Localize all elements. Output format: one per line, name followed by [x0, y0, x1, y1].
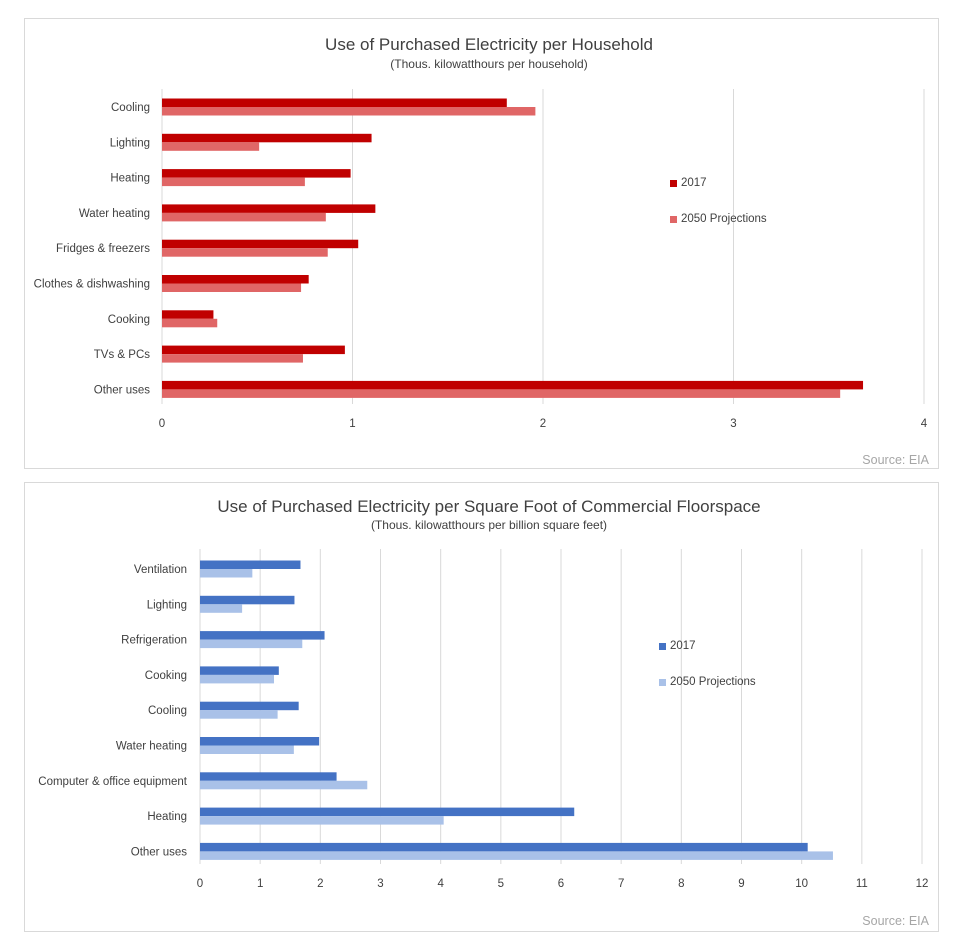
- bar-2017-ventilation: [200, 560, 301, 569]
- x-tick-label-4: 4: [437, 878, 444, 890]
- legend-label-2017: 2017: [670, 640, 696, 652]
- commercial-bar-chart: Use of Purchased Electricity per Square …: [38, 497, 929, 928]
- bar-2017-cooking: [200, 666, 279, 675]
- chart-subtitle: (Thous. kilowatthours per household): [390, 57, 587, 71]
- x-tick-label-6: 6: [558, 878, 564, 890]
- bar-2050-projections-clothes-and-dishwashing: [162, 283, 302, 292]
- bar-2017-lighting: [162, 133, 372, 143]
- bar-2017-tvs-and-pcs: [162, 345, 345, 355]
- chart-subtitle: (Thous. kilowatthours per billion square…: [371, 518, 607, 532]
- x-tick-label-8: 8: [678, 878, 684, 890]
- legend-swatch-2050-projections: [670, 216, 677, 223]
- bar-2017-other-uses: [200, 842, 808, 852]
- category-label-other-uses: Other uses: [131, 846, 187, 858]
- legend-swatch-2050-projections: [659, 679, 666, 686]
- chart-title: Use of Purchased Electricity per Househo…: [325, 35, 653, 54]
- bar-2017-fridges-and-freezers: [162, 239, 359, 249]
- bar-2017-lighting: [200, 595, 295, 605]
- x-tick-label-3: 3: [730, 418, 736, 430]
- bar-2050-projections-water-heating: [200, 745, 294, 754]
- chart-title: Use of Purchased Electricity per Square …: [217, 497, 760, 516]
- bar-2050-projections-heating: [200, 816, 444, 825]
- x-tick-label-10: 10: [795, 878, 808, 890]
- source-note: Source: EIA: [862, 914, 929, 928]
- x-tick-label-12: 12: [916, 878, 929, 890]
- bar-2050-projections-tvs-and-pcs: [162, 354, 303, 363]
- legend-label-2050-projections: 2050 Projections: [670, 676, 756, 688]
- bar-2050-projections-fridges-and-freezers: [162, 248, 328, 257]
- x-tick-label-9: 9: [738, 878, 744, 890]
- bar-2017-clothes-and-dishwashing: [162, 275, 309, 284]
- bar-2017-heating: [162, 169, 351, 178]
- bar-2017-cooling: [200, 701, 299, 711]
- x-tick-label-2: 2: [317, 878, 323, 890]
- bar-2050-projections-lighting: [200, 604, 243, 613]
- x-tick-label-1: 1: [257, 878, 263, 890]
- x-tick-label-5: 5: [498, 878, 504, 890]
- category-label-ventilation: Ventilation: [134, 564, 187, 576]
- category-label-tvs-and-pcs: TVs & PCs: [94, 349, 150, 361]
- x-tick-label-11: 11: [856, 878, 868, 890]
- bar-2050-projections-water-heating: [162, 212, 326, 222]
- x-tick-label-3: 3: [377, 878, 383, 890]
- category-label-lighting: Lighting: [147, 599, 187, 611]
- bar-2017-cooling: [162, 98, 507, 107]
- category-label-cooking: Cooking: [145, 670, 187, 682]
- bar-2050-projections-computer-and-office-equipment: [200, 780, 368, 790]
- x-tick-label-2: 2: [540, 418, 546, 430]
- bar-2017-water-heating: [162, 204, 376, 213]
- category-label-heating: Heating: [147, 811, 187, 823]
- category-label-cooling: Cooling: [148, 705, 187, 717]
- x-tick-label-0: 0: [159, 418, 165, 430]
- commercial-chart-panel: Use of Purchased Electricity per Square …: [24, 482, 939, 932]
- bar-2050-projections-cooking: [162, 318, 218, 328]
- bar-2017-cooking: [162, 310, 214, 319]
- category-label-heating: Heating: [110, 173, 150, 185]
- category-label-refrigeration: Refrigeration: [121, 635, 187, 647]
- category-label-cooking: Cooking: [108, 314, 150, 326]
- bar-2050-projections-cooking: [200, 674, 275, 684]
- household-chart-panel: Use of Purchased Electricity per Househo…: [24, 18, 939, 469]
- bar-2050-projections-refrigeration: [200, 639, 303, 649]
- x-tick-label-1: 1: [349, 418, 355, 430]
- bar-2050-projections-heating: [162, 177, 305, 187]
- category-label-other-uses: Other uses: [94, 384, 150, 396]
- category-label-computer-and-office-equipment: Computer & office equipment: [38, 776, 188, 788]
- x-tick-label-0: 0: [197, 878, 203, 890]
- category-label-fridges-and-freezers: Fridges & freezers: [56, 243, 150, 255]
- category-label-clothes-and-dishwashing: Clothes & dishwashing: [34, 279, 150, 291]
- bar-2050-projections-cooling: [200, 710, 278, 719]
- bar-2017-other-uses: [162, 380, 864, 390]
- category-label-cooling: Cooling: [111, 102, 150, 114]
- category-label-water-heating: Water heating: [79, 208, 150, 220]
- legend-swatch-2017: [670, 180, 677, 187]
- bar-2050-projections-lighting: [162, 142, 260, 151]
- household-bar-chart: Use of Purchased Electricity per Househo…: [34, 35, 930, 467]
- category-label-lighting: Lighting: [110, 137, 150, 149]
- category-label-water-heating: Water heating: [116, 741, 187, 753]
- bar-2050-projections-cooling: [162, 107, 536, 116]
- bar-2050-projections-ventilation: [200, 569, 253, 578]
- bar-2017-refrigeration: [200, 631, 325, 640]
- bar-2017-water-heating: [200, 737, 320, 746]
- bar-2050-projections-other-uses: [162, 389, 841, 398]
- x-tick-label-4: 4: [921, 418, 928, 430]
- source-note: Source: EIA: [862, 453, 929, 467]
- bar-2017-computer-and-office-equipment: [200, 772, 337, 781]
- legend-label-2017: 2017: [681, 177, 707, 189]
- x-tick-label-7: 7: [618, 878, 624, 890]
- bar-2050-projections-other-uses: [200, 851, 833, 860]
- bar-2017-heating: [200, 807, 575, 817]
- legend-label-2050-projections: 2050 Projections: [681, 213, 767, 225]
- legend-swatch-2017: [659, 643, 666, 650]
